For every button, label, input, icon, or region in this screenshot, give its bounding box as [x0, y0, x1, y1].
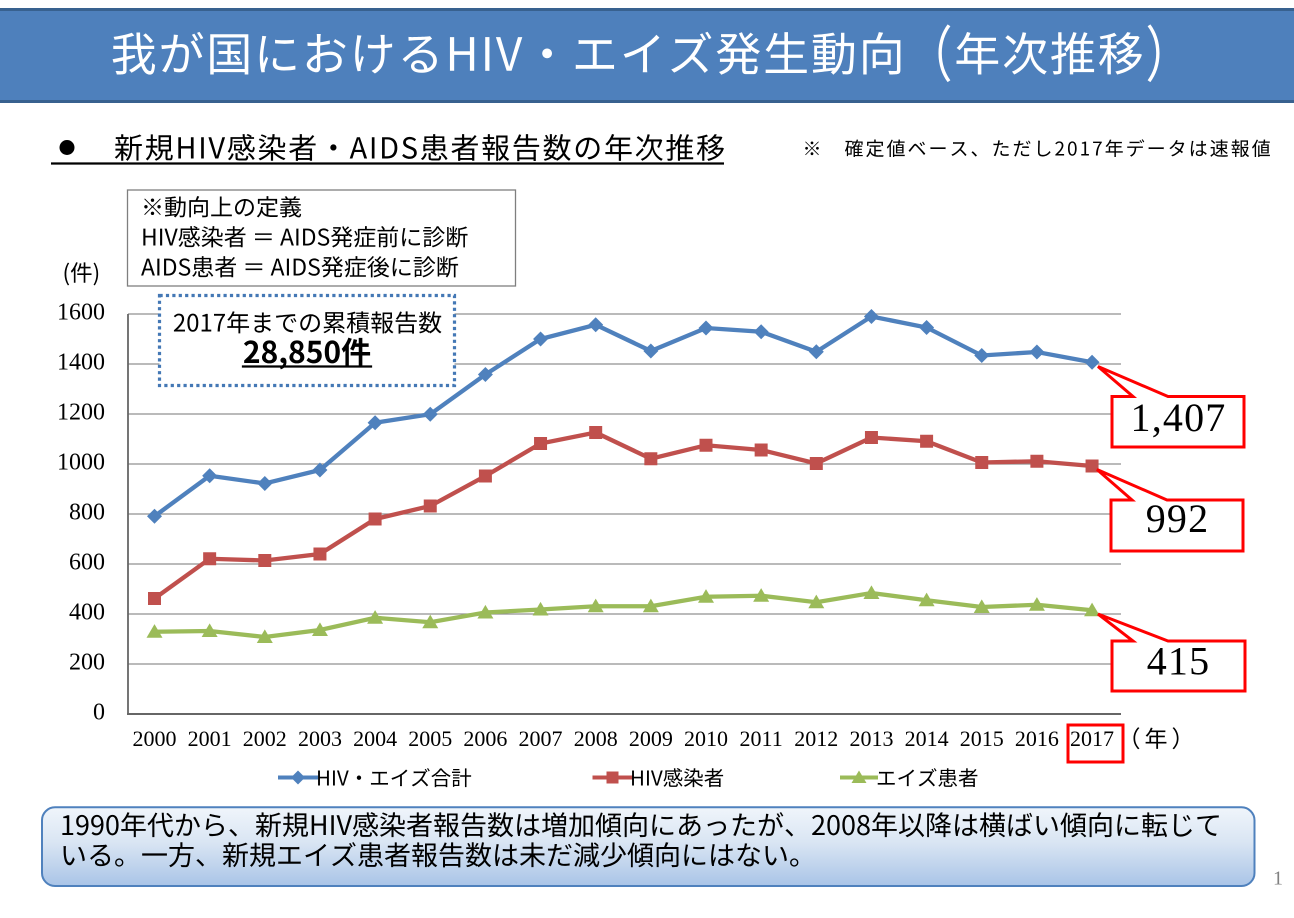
svg-text:992: 992: [1146, 496, 1210, 541]
svg-text:1400: 1400: [57, 350, 105, 376]
svg-text:1,407: 1,407: [1131, 395, 1227, 440]
svg-text:2000: 2000: [133, 726, 177, 751]
svg-text:2009: 2009: [629, 726, 673, 751]
svg-text:2002: 2002: [243, 726, 287, 751]
svg-text:2007: 2007: [519, 726, 563, 751]
svg-text:2004: 2004: [353, 726, 397, 751]
svg-text:600: 600: [69, 550, 105, 576]
svg-text:200: 200: [69, 650, 105, 676]
svg-text:1600: 1600: [57, 300, 105, 326]
svg-text:415: 415: [1147, 639, 1211, 684]
svg-text:0: 0: [93, 700, 105, 726]
svg-text:2014: 2014: [905, 726, 949, 751]
svg-text:800: 800: [69, 500, 105, 526]
svg-text:1200: 1200: [57, 400, 105, 426]
svg-text:2015: 2015: [960, 726, 1004, 751]
svg-text:2008: 2008: [574, 726, 618, 751]
svg-text:2006: 2006: [463, 726, 507, 751]
svg-text:2011: 2011: [740, 726, 783, 751]
svg-text:2013: 2013: [849, 726, 893, 751]
svg-text:1: 1: [1273, 868, 1283, 890]
svg-text:2016: 2016: [1015, 726, 1059, 751]
svg-text:2001: 2001: [188, 726, 232, 751]
svg-text:1000: 1000: [57, 450, 105, 476]
svg-text:2017: 2017: [1070, 726, 1114, 751]
svg-text:400: 400: [69, 600, 105, 626]
svg-text:2003: 2003: [298, 726, 342, 751]
svg-text:2012: 2012: [794, 726, 838, 751]
svg-text:2010: 2010: [684, 726, 728, 751]
svg-text:2005: 2005: [408, 726, 452, 751]
